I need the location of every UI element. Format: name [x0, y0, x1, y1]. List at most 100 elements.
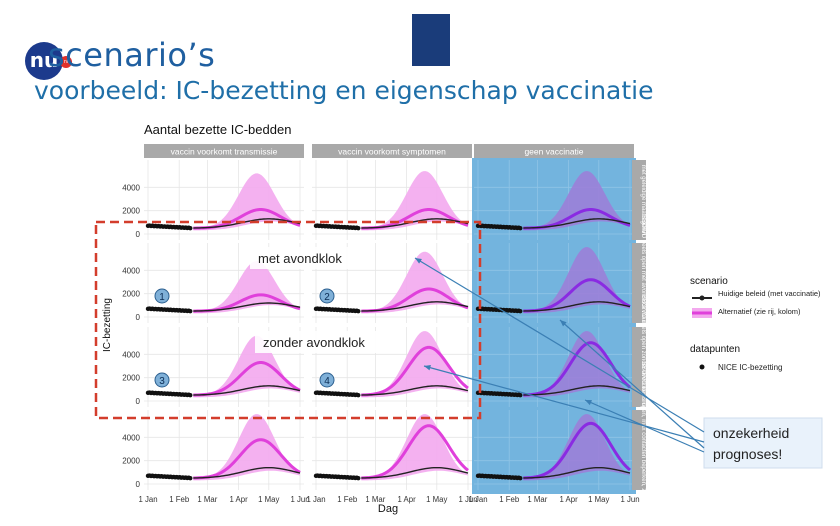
legend-entry-current: Huidige beleid (met vaccinatie) — [718, 289, 821, 298]
y-tick-label: 2000 — [122, 290, 140, 299]
scenario-marker-label: 3 — [159, 376, 165, 387]
nice-data-point — [188, 308, 193, 314]
uncertainty-band — [193, 173, 300, 231]
callout-arrow — [423, 365, 705, 443]
highlight-dashed-box — [94, 220, 482, 420]
x-tick-label: 1 Feb — [169, 495, 190, 504]
uncertainty-callout — [703, 417, 823, 469]
x-tick-label: 1 May — [258, 495, 279, 504]
uncertainty-band — [523, 171, 630, 231]
scenario-marker-label: 1 — [159, 292, 165, 303]
row-strip-label: met geleidige maatregelen — [640, 165, 646, 236]
annotation-met-avondklok: met avondklok — [258, 251, 342, 266]
x-axis-label: Dag — [378, 503, 398, 515]
current-policy-line — [361, 385, 469, 396]
slide-title: scenario’s — [48, 36, 216, 74]
callout-arrow-head — [585, 400, 592, 406]
y-tick-label: 4000 — [122, 433, 140, 442]
uncertainty-band — [361, 414, 468, 481]
nice-data-point — [518, 225, 523, 231]
row-strip — [632, 243, 646, 323]
col-strip — [474, 144, 634, 158]
current-policy-line — [193, 218, 301, 229]
government-crest-icon — [412, 14, 450, 66]
nice-data-point — [188, 225, 193, 231]
chart-title: Aantal bezette IC-bedden — [144, 122, 291, 137]
current-policy-line — [523, 385, 631, 396]
uncertainty-band — [361, 171, 468, 231]
annotation-zonder-avondklok: zonder avondklok — [263, 335, 365, 350]
nu-logo-badge: nl — [60, 56, 72, 68]
col-strip-label: vaccin voorkomt transmissie — [171, 147, 278, 157]
uncertainty-band — [193, 335, 300, 398]
current-policy-line — [193, 385, 301, 396]
y-tick-label: 0 — [136, 230, 141, 239]
row-strip — [632, 410, 646, 490]
legend-datapoint-dot — [699, 364, 705, 370]
row-strip-label: BSO/VO deels open, max contacten beperke… — [640, 362, 646, 526]
nice-data-point — [188, 475, 193, 481]
alternative-line — [193, 438, 301, 480]
x-tick-label: 1 Mar — [365, 495, 385, 504]
current-policy-line — [361, 218, 469, 229]
nice-data-point — [518, 308, 523, 314]
y-tick-label: 2000 — [122, 457, 140, 466]
x-tick-label: 1 Apr — [397, 495, 416, 504]
scenario-marker — [154, 288, 170, 304]
x-tick-label: 1 Jun — [290, 495, 309, 504]
y-tick-label: 2000 — [122, 207, 140, 216]
x-tick-label: 1 Feb — [337, 495, 358, 504]
scenario-marker-label: 2 — [324, 292, 330, 303]
alternative-line — [523, 341, 631, 397]
current-policy-line — [523, 301, 631, 312]
callout-arrow — [559, 319, 705, 449]
current-policy-line — [193, 302, 301, 312]
nice-data-point — [356, 392, 361, 398]
uncertainty-band — [523, 414, 630, 481]
y-tick-label: 4000 — [122, 183, 140, 192]
col-strip — [312, 144, 472, 158]
y-tick-label: 0 — [136, 397, 141, 406]
annotation-bg — [255, 331, 385, 353]
nice-data-point — [518, 475, 523, 481]
callout-arrow — [584, 399, 705, 453]
nice-data-point — [356, 475, 361, 481]
slide-subtitle: voorbeeld: IC-bezetting en eigenschap va… — [34, 76, 654, 105]
scenario-marker — [154, 372, 170, 388]
x-tick-label: 1 Apr — [229, 495, 248, 504]
uncertainty-band — [361, 251, 468, 314]
current-policy-line — [523, 466, 631, 479]
x-tick-label: 1 Mar — [197, 495, 217, 504]
uncertainty-band — [523, 247, 630, 314]
alternative-line — [523, 421, 631, 480]
alternative-line — [193, 361, 301, 397]
x-tick-label: 1 Jan — [138, 495, 157, 504]
uncertainty-band — [193, 261, 300, 314]
row-strip — [632, 160, 646, 240]
x-tick-label: 1 Jan — [468, 495, 487, 504]
uncertainty-callout-line1: onzekerheid — [713, 425, 789, 441]
scenario-marker — [319, 288, 335, 304]
x-tick-label: 1 Jun — [620, 495, 639, 504]
x-tick-label: 1 Mar — [527, 495, 547, 504]
current-policy-line — [361, 466, 469, 479]
current-policy-line — [193, 466, 301, 479]
nu-logo: nu — [25, 42, 63, 80]
callout-arrow-head — [560, 320, 567, 327]
alternative-line — [361, 345, 469, 397]
nice-data-point — [518, 392, 523, 398]
nice-data-point — [188, 392, 193, 398]
nice-data-point — [356, 225, 361, 231]
x-tick-label: 1 Jan — [306, 495, 325, 504]
x-tick-label: 1 Feb — [499, 495, 520, 504]
col-strip-label: geen vaccinatie — [524, 147, 583, 157]
uncertainty-band — [523, 331, 630, 398]
legend-swatch-dot — [699, 295, 705, 301]
legend-datapoint-entry: NICE IC-bezetting — [718, 363, 782, 372]
callout-arrow — [414, 257, 705, 433]
x-tick-label: 1 May — [588, 495, 609, 504]
legend-datapoints-title: datapunten — [690, 344, 740, 355]
annotation-bg — [250, 247, 360, 269]
y-tick-label: 2000 — [122, 374, 140, 383]
